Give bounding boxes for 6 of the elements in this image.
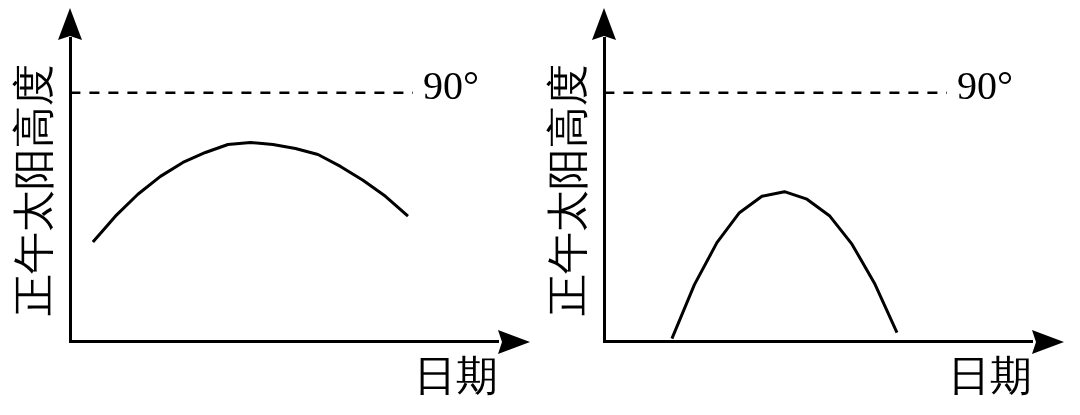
text: 90° — [957, 63, 1013, 109]
text: 90° — [423, 63, 479, 109]
y-axis-title: 正午太阳高度 — [11, 63, 58, 316]
y-axis-title: 正午太阳高度 — [545, 63, 592, 316]
x-axis-title: 日期 — [414, 352, 498, 399]
x-axis-title: 日期 — [948, 352, 1032, 399]
